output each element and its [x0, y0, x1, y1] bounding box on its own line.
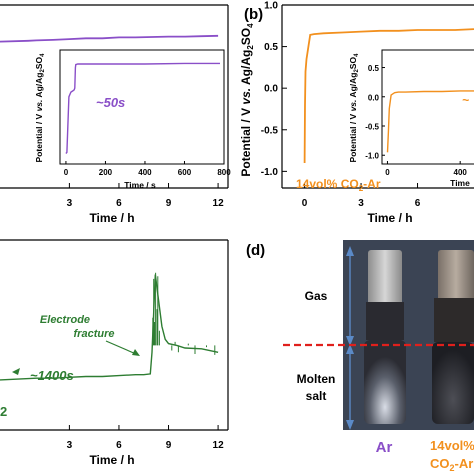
panel-b-x-label: Time / h: [367, 211, 412, 225]
panel-c-annotation-time: ~1400s: [30, 368, 74, 383]
panel-b-inset-annotation: ~: [462, 93, 469, 107]
panel-a-inset-y-label: Potential / V vs. Ag/Ag2SO4: [34, 53, 46, 163]
x-tick-label: 0: [385, 168, 390, 177]
panel-b-y-label: Potential / V vs. Ag/Ag2SO4: [239, 23, 255, 177]
panel-a-inset: 0 200 400 600 800 Time / s Potential / V vs.…: [34, 49, 231, 190]
y-tick-label: 0.0: [368, 93, 380, 102]
x-tick-label: 600: [178, 168, 192, 177]
electrode-ar-bottom: [364, 340, 406, 424]
panel-c-x-label: Time / h: [89, 453, 134, 467]
panel-b-x-ticks: 0 3 6: [302, 183, 421, 209]
panel-a-inset-frame: [59, 49, 225, 165]
photo-label-gas: Gas: [305, 289, 328, 303]
caption-ar: Ar: [376, 439, 393, 456]
x-tick-label: 3: [358, 198, 364, 209]
photo-label-column: [283, 240, 343, 430]
panel-c-annotation-fracture: fracture: [74, 328, 115, 340]
panel-c-x-ticks: 3 6 9 12: [67, 425, 224, 451]
panel-b-inset-x-label: Time: [450, 178, 470, 188]
panel-a: 3 6 9 12 Time / h 0 200 400 600 800 Time / s Po…: [0, 4, 231, 225]
y-tick-label: -0.5: [261, 125, 279, 136]
x-tick-label: 9: [166, 440, 172, 451]
x-tick-label: 6: [415, 198, 421, 209]
electrode-ar-top: [368, 250, 402, 312]
electrode-ar-band: [366, 302, 404, 340]
electrode-co2-band: [434, 298, 474, 342]
panel-c-noise-marks: [152, 272, 216, 355]
panel-a-x-label: Time / h: [89, 211, 134, 225]
x-tick-label: 3: [67, 440, 73, 451]
y-tick-label: 0.5: [368, 64, 380, 73]
panel-a-inset-series-line: [65, 62, 220, 154]
panel-b-inset-frame: [381, 49, 474, 165]
panel-d: (d): [246, 240, 474, 474]
x-tick-label: 6: [116, 440, 122, 451]
x-tick-label: 12: [213, 440, 225, 451]
panel-b-inset-y-label: Potential / V vs. Ag/Ag2SO4: [348, 53, 360, 163]
gas-arrow-top: [346, 246, 354, 256]
x-tick-label: 3: [67, 198, 73, 209]
y-tick-label: 0.0: [264, 84, 278, 95]
electrode-co2-bottom: [432, 342, 474, 424]
panel-b-inset-x-ticks: 0 400: [385, 161, 467, 177]
panel-b-label: (b): [244, 6, 263, 23]
x-tick-label: 800: [217, 168, 231, 177]
x-tick-label: 12: [213, 198, 225, 209]
panel-c-annotation-arrow: [105, 340, 137, 355]
caption-co2-line2: CO2-Ar: [430, 456, 473, 473]
panel-b-series-annotation: 14vol% CO2-Ar: [296, 177, 381, 193]
panel-b-y-ticks: 1.0 0.5 0.0 -0.5 -1.0: [261, 1, 287, 178]
y-tick-label: 0.5: [264, 42, 278, 53]
x-tick-label: 0: [302, 198, 308, 209]
caption-strip: [283, 430, 474, 474]
panel-c-time-arrowhead: [12, 368, 20, 375]
panel-c-annotation-electrode: Electrode: [40, 314, 90, 326]
caption-co2-line1: 14vol%: [430, 438, 474, 453]
panel-b-inset: 0 400 0.5 0.0 -0.5 -1.0 Time Potential / V v…: [348, 49, 474, 188]
y-tick-label: -1.0: [365, 152, 379, 161]
panel-c-annotation-arrowhead: [132, 349, 140, 356]
x-tick-label: 0: [64, 168, 69, 177]
x-tick-label: 6: [116, 198, 122, 209]
panel-a-x-ticks: 3 6 9 12: [67, 183, 224, 209]
panel-c-annotation-subscript: 2: [0, 404, 7, 419]
y-tick-label: -0.5: [365, 123, 379, 132]
electrode-co2-top: [438, 250, 474, 312]
y-tick-label: -1.0: [261, 167, 279, 178]
x-tick-label: 400: [138, 168, 152, 177]
panel-b-inset-y-ticks: 0.5 0.0 -0.5 -1.0: [365, 64, 385, 161]
panel-b: (b) 0 3 6 1.0 0.5 0.0 -0.5 -1.0 Time / h Poten…: [239, 1, 474, 225]
panel-b-inset-series-line: [386, 90, 474, 153]
panel-d-label: (d): [246, 242, 265, 259]
panel-a-inset-annotation: ~50s: [96, 95, 125, 110]
panel-a-series-line: [0, 34, 219, 43]
panel-b-series-line: [303, 28, 474, 164]
y-tick-label: 1.0: [264, 1, 278, 12]
gas-arrow-bottom: [346, 336, 354, 346]
panel-c: 3 6 9 12 Time / h Electrode fracture ~1400s…: [0, 239, 229, 467]
photo-label-salt: salt: [306, 389, 327, 403]
salt-arrow-bottom: [346, 420, 354, 430]
panel-a-inset-x-label: Time / s: [124, 180, 156, 190]
panel-a-inset-x-ticks: 0 200 400 600 800: [64, 161, 231, 177]
x-tick-label: 400: [454, 168, 468, 177]
photo-label-molten: Molten: [297, 372, 336, 386]
x-tick-label: 200: [99, 168, 113, 177]
salt-arrow-top: [346, 344, 354, 354]
x-tick-label: 9: [166, 198, 172, 209]
